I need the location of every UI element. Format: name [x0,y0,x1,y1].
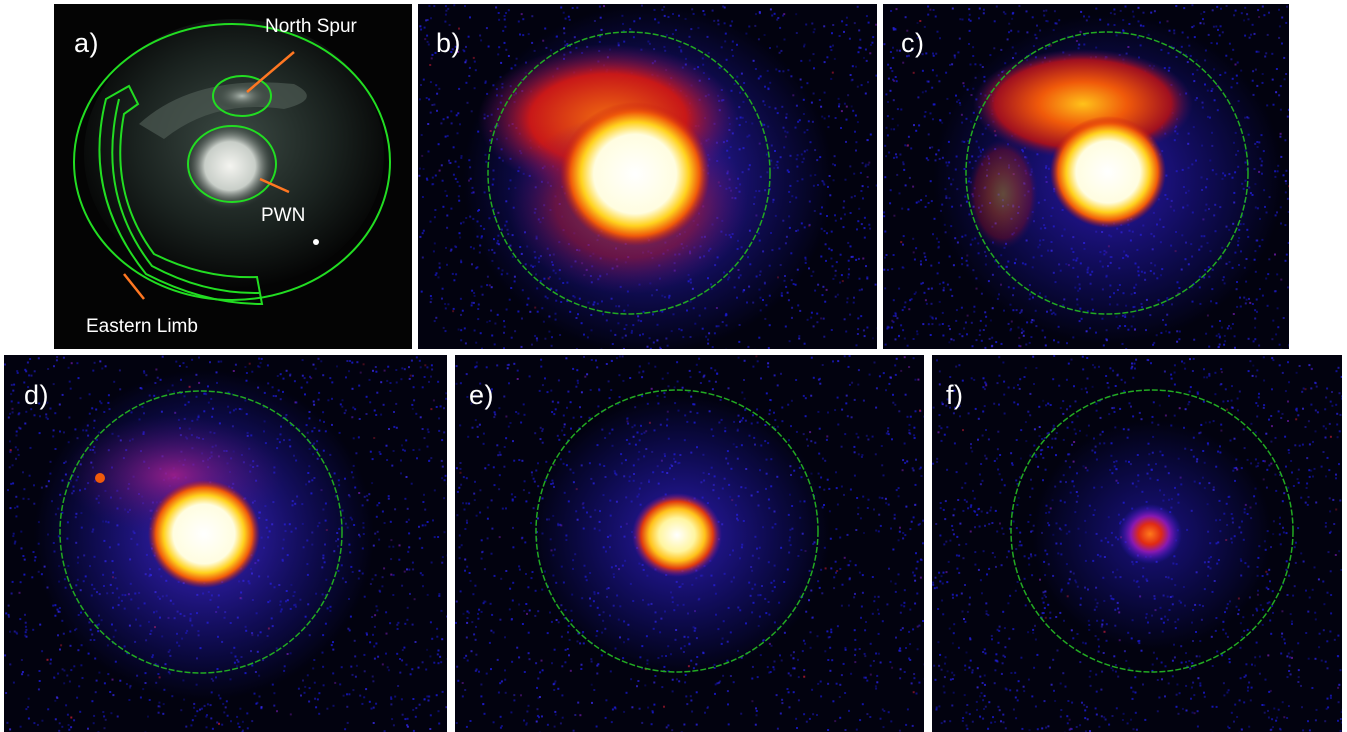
panel-f: f) [932,355,1342,732]
panel-e-label: e) [469,380,495,410]
pwn-blob [184,122,276,210]
north-spur-label: North Spur [265,16,357,37]
extraction-circle [487,31,771,315]
bright-core [560,102,710,246]
panel-a-label: a) [74,28,100,58]
faint-core [1118,504,1182,564]
extraction-circle [1010,389,1294,673]
panel-c: c) [883,4,1289,349]
extraction-circle [965,31,1249,315]
extraction-circle [535,389,819,673]
panel-e-image [455,355,924,732]
panel-c-image [883,4,1289,349]
panel-b: b) [418,4,877,349]
panel-d-image [4,355,447,732]
outer-region-circle [73,23,391,301]
north-spur-region [212,75,272,117]
panel-f-image [932,355,1342,732]
panel-d: d) [4,355,447,732]
pwn-region [187,125,277,203]
panel-d-label: d) [24,380,50,410]
bright-core [1050,116,1166,228]
panel-e: e) [455,355,924,732]
panel-a: a) North Spur PWN Eastern Limb [54,4,412,349]
eastern-limb-label: Eastern Limb [86,316,198,337]
north-spur-blob [214,82,270,110]
panel-f-label: f) [946,380,964,410]
bright-core [148,480,260,588]
bright-core [632,493,722,577]
pwn-label: PWN [261,205,306,226]
star [313,239,319,245]
panel-b-image [418,4,877,349]
extraction-circle [59,390,343,674]
panel-a-image [54,4,412,349]
panel-b-label: b) [436,28,462,58]
eastern-limb-region [98,84,264,306]
panel-c-label: c) [901,28,925,58]
